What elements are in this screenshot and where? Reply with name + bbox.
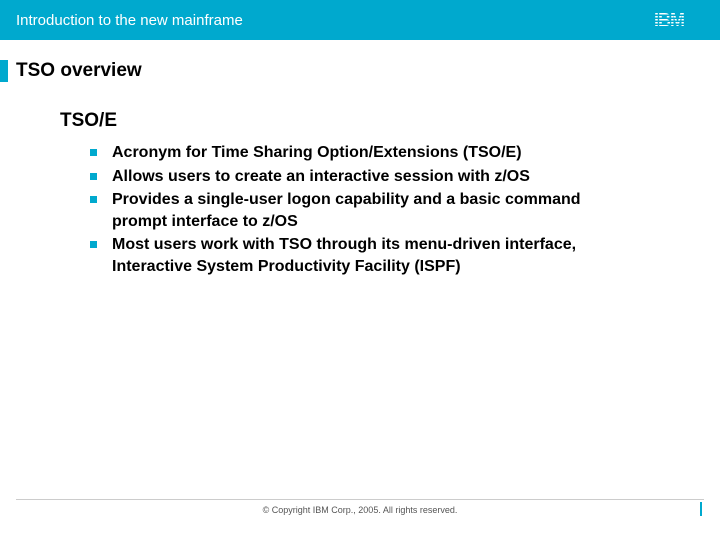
footer-accent — [700, 502, 702, 516]
footer: © Copyright IBM Corp., 2005. All rights … — [0, 500, 720, 518]
bullet-list: Acronym for Time Sharing Option/Extensio… — [60, 142, 640, 278]
ibm-logo: IBM — [654, 10, 704, 30]
header-bar: Introduction to the new mainframe IBM — [0, 0, 720, 40]
ibm-logo-text: IBM — [654, 10, 684, 30]
content-subtitle: TSO/E — [60, 110, 640, 132]
list-item: Allows users to create an interactive se… — [90, 166, 640, 188]
copyright-text: © Copyright IBM Corp., 2005. All rights … — [263, 505, 458, 515]
list-item: Provides a single-user logon capability … — [90, 189, 640, 232]
section-title: TSO overview — [16, 60, 142, 82]
content-area: TSO/E Acronym for Time Sharing Option/Ex… — [0, 82, 640, 278]
section-title-row: TSO overview — [0, 60, 720, 82]
list-item: Acronym for Time Sharing Option/Extensio… — [90, 142, 640, 164]
header-title: Introduction to the new mainframe — [16, 12, 243, 29]
section-accent — [0, 60, 8, 82]
list-item: Most users work with TSO through its men… — [90, 234, 640, 277]
